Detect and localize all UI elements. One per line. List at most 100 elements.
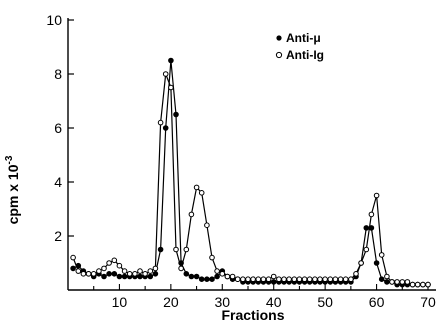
data-point xyxy=(281,276,287,283)
data-point xyxy=(162,125,169,131)
data-point xyxy=(132,271,138,277)
data-point xyxy=(137,273,143,280)
data-point xyxy=(101,265,107,272)
data-point xyxy=(183,271,190,277)
data-point xyxy=(152,265,159,272)
data-point xyxy=(394,279,400,285)
data-point xyxy=(327,276,334,283)
data-point xyxy=(250,276,256,283)
data-point xyxy=(363,246,370,253)
data-point xyxy=(209,276,215,283)
data-point xyxy=(111,257,118,264)
data-point xyxy=(80,271,87,277)
data-point xyxy=(312,276,318,283)
data-point xyxy=(384,279,390,285)
data-point xyxy=(137,268,143,274)
data-point xyxy=(404,279,411,285)
data-point xyxy=(178,265,184,272)
data-point xyxy=(296,276,303,283)
y-axis-label: cpm x 10-3 xyxy=(4,155,21,224)
data-point xyxy=(204,222,210,228)
data-point xyxy=(270,273,277,280)
data-point xyxy=(425,281,431,288)
data-point xyxy=(183,246,190,253)
y-ticks: 2 4 6 8 10 xyxy=(46,12,74,244)
data-point xyxy=(116,273,123,280)
data-point xyxy=(214,273,220,280)
data-point xyxy=(378,252,385,258)
x-tick-label: 10 xyxy=(112,294,128,310)
data-point xyxy=(209,254,215,261)
data-point xyxy=(70,265,76,272)
data-point xyxy=(168,57,174,64)
data-point xyxy=(147,273,154,280)
data-point xyxy=(214,268,220,274)
data-point xyxy=(265,276,272,283)
legend-marker-anti-mu xyxy=(276,35,282,41)
data-point xyxy=(358,260,364,266)
x-tick-label: 70 xyxy=(420,294,436,310)
legend-label-anti-mu: Anti-μ xyxy=(286,31,321,45)
data-point xyxy=(152,271,159,277)
data-point xyxy=(188,273,195,280)
data-point xyxy=(348,276,354,283)
data-point xyxy=(420,281,426,288)
data-point xyxy=(90,271,97,277)
x-axis-label: Fractions xyxy=(221,307,284,323)
legend-marker-anti-ig xyxy=(275,51,283,59)
data-point xyxy=(378,276,385,283)
data-point xyxy=(168,84,174,91)
series-anti-mu xyxy=(70,57,431,288)
data-point xyxy=(193,184,200,191)
data-point xyxy=(291,276,298,283)
y-tick-label: 6 xyxy=(54,120,62,136)
data-point xyxy=(173,111,179,118)
data-point xyxy=(142,271,148,277)
x-tick-label: 30 xyxy=(214,294,230,310)
data-point xyxy=(85,271,92,277)
data-point xyxy=(121,268,128,274)
data-point xyxy=(157,246,164,253)
data-point xyxy=(157,119,164,126)
x-ticks: 10 20 30 40 50 60 70 xyxy=(93,284,436,310)
data-point xyxy=(106,260,112,266)
data-point xyxy=(204,276,210,283)
data-point xyxy=(234,276,241,283)
data-point xyxy=(373,260,380,266)
data-point xyxy=(126,271,133,277)
data-point xyxy=(322,276,328,283)
data-point xyxy=(111,271,118,277)
data-point xyxy=(162,71,169,77)
data-point xyxy=(389,279,395,285)
data-point xyxy=(306,276,313,283)
y-axis-label-text: cpm x 10 xyxy=(5,164,21,224)
data-point xyxy=(121,273,128,280)
data-point xyxy=(399,279,406,285)
data-point xyxy=(116,262,123,269)
x-tick-label: 60 xyxy=(369,294,385,310)
data-point xyxy=(270,279,277,285)
x-tick-label: 50 xyxy=(317,294,333,310)
data-point xyxy=(286,276,292,283)
data-point xyxy=(353,271,359,277)
y-tick-label: 10 xyxy=(46,12,62,28)
data-point xyxy=(317,276,323,283)
legend-label-anti-ig: Anti-Ig xyxy=(286,48,324,62)
data-point xyxy=(301,276,308,283)
y-tick-label: 8 xyxy=(54,66,62,82)
data-point xyxy=(337,276,344,283)
y-tick-label: 4 xyxy=(54,174,62,190)
data-point xyxy=(106,271,112,277)
x-tick-label: 40 xyxy=(266,294,282,310)
data-point xyxy=(96,268,102,274)
data-point xyxy=(260,276,267,283)
data-point xyxy=(276,276,282,283)
data-point xyxy=(147,268,154,274)
data-point xyxy=(188,211,195,218)
data-point xyxy=(193,273,200,280)
series-layer xyxy=(70,57,431,288)
data-point xyxy=(198,276,205,283)
data-point xyxy=(101,273,107,280)
data-point xyxy=(332,276,339,283)
